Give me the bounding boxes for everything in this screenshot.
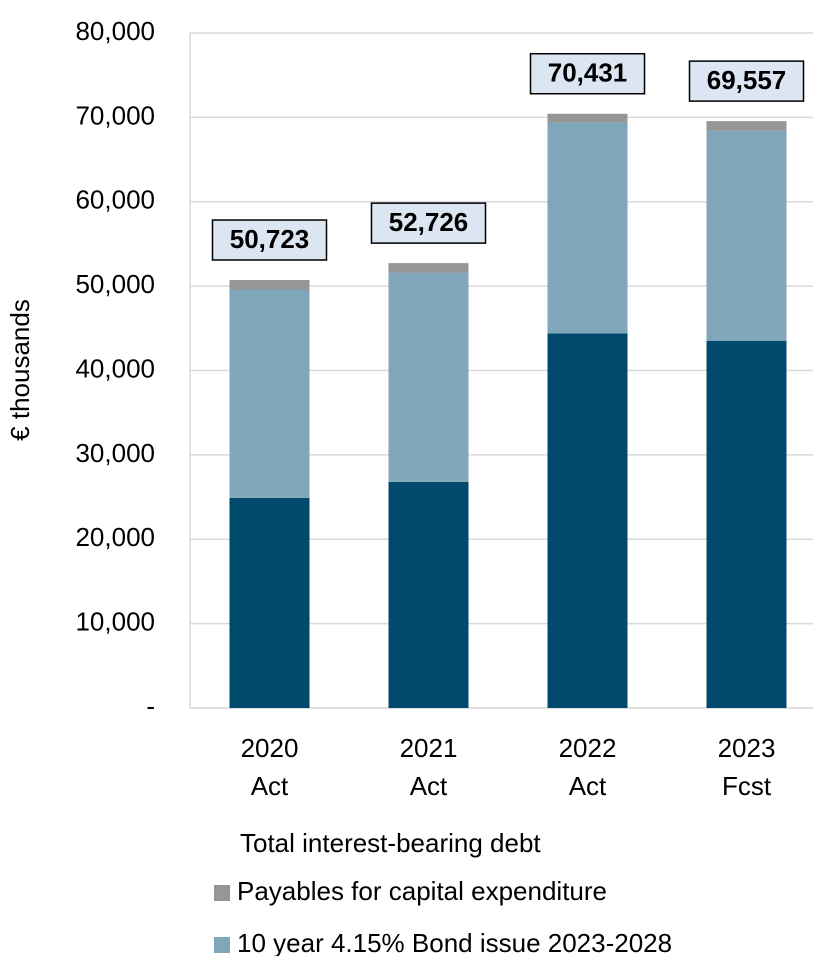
y-tick-label: 60,000 <box>75 185 155 215</box>
y-tick-label: 80,000 <box>75 16 155 46</box>
y-tick-label: 20,000 <box>75 522 155 552</box>
y-tick-label: 70,000 <box>75 100 155 130</box>
legend-swatch <box>214 885 230 901</box>
bar-segment <box>706 340 787 708</box>
x-tick-label: 2020 <box>241 733 299 763</box>
y-tick-label: 50,000 <box>75 269 155 299</box>
total-label: 69,557 <box>707 65 787 95</box>
bar-segment <box>229 280 310 290</box>
x-tick-label: Act <box>569 771 607 801</box>
total-label-box <box>529 52 646 95</box>
x-tick-label: Act <box>251 771 289 801</box>
x-tick-label: 2021 <box>400 733 458 763</box>
x-tick-label: Act <box>410 771 448 801</box>
bar-segment <box>388 272 469 482</box>
bar-segment <box>388 263 469 273</box>
total-label: 50,723 <box>230 224 310 254</box>
bar-segment <box>388 481 469 708</box>
legend-title: Total interest-bearing debt <box>240 828 541 858</box>
bar-segment <box>547 333 628 708</box>
bar-segment <box>706 130 787 341</box>
bar-segment <box>229 289 310 498</box>
legend-swatch <box>214 937 230 953</box>
y-tick-label: - <box>146 691 155 721</box>
bar-segment <box>229 497 310 708</box>
bar-segment <box>547 113 628 123</box>
legend-label: Payables for capital expenditure <box>237 876 607 906</box>
total-label-box <box>688 60 805 102</box>
total-label: 70,431 <box>548 58 628 88</box>
bar-segment <box>547 122 628 334</box>
y-tick-label: 30,000 <box>75 438 155 468</box>
y-tick-label: 10,000 <box>75 607 155 637</box>
x-tick-label: Fcst <box>722 771 772 801</box>
bar-segment <box>706 121 787 131</box>
y-axis-title: € thousands <box>5 299 35 441</box>
x-tick-label: 2023 <box>718 733 776 763</box>
total-label-box <box>211 219 328 261</box>
y-tick-label: 40,000 <box>75 353 155 383</box>
total-label: 52,726 <box>389 207 469 237</box>
x-tick-label: 2022 <box>559 733 617 763</box>
legend-label: 10 year 4.15% Bond issue 2023-2028 <box>237 928 672 956</box>
total-label-box <box>370 202 487 244</box>
